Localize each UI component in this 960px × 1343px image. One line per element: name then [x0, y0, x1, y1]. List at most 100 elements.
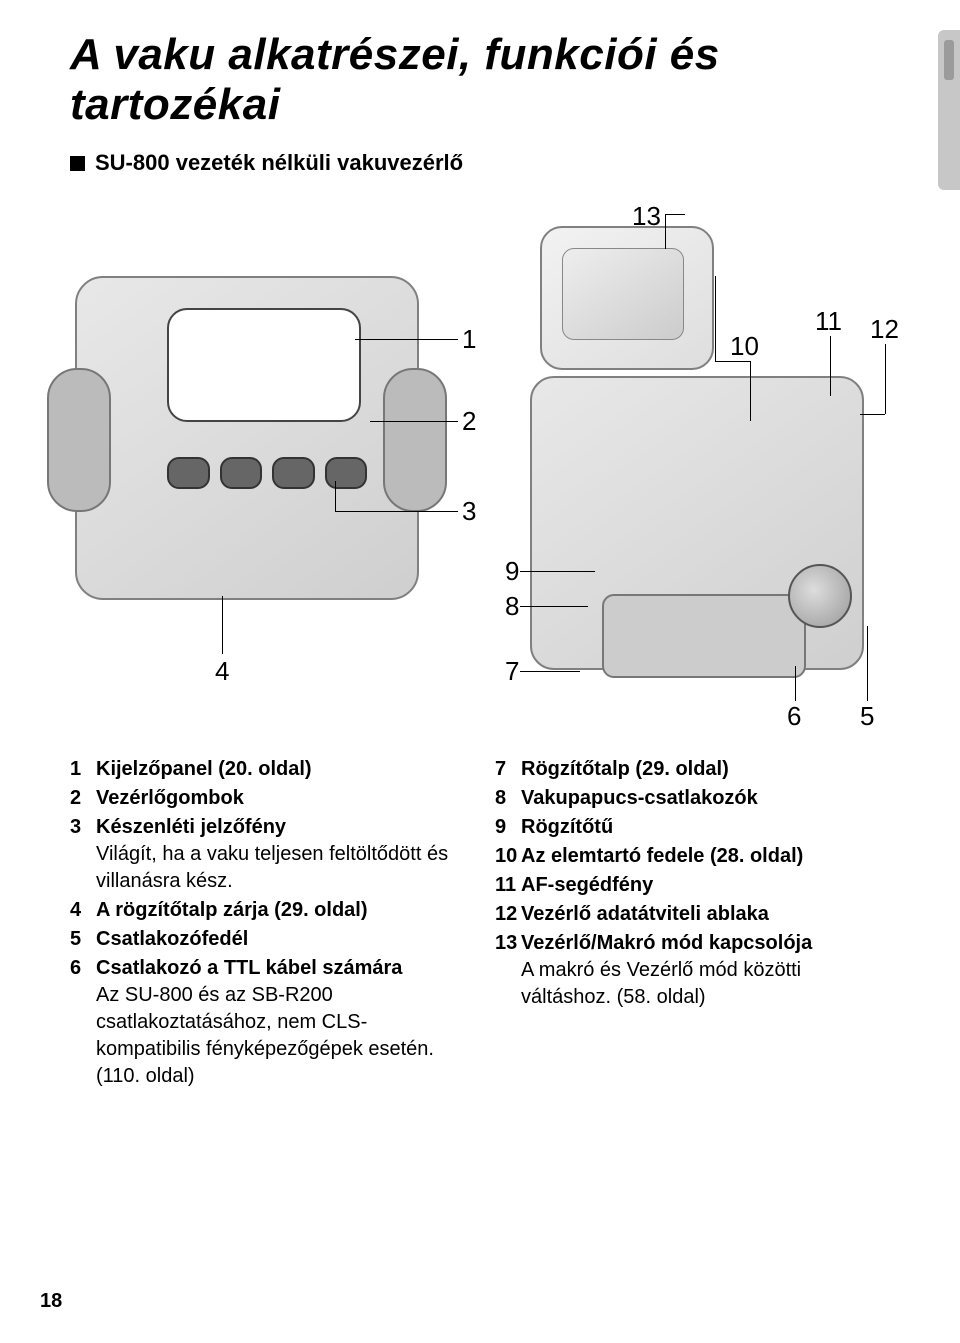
device-lcd [167, 308, 361, 422]
legend-body: AF-segédfény [521, 872, 653, 899]
callout-2: 2 [462, 406, 476, 437]
thumb-tab-inner [944, 40, 954, 80]
legend-entry: 2Vezérlőgombok [70, 785, 465, 812]
legend-body: Vezérlő adatátviteli ablaka [521, 901, 769, 928]
device-btn [167, 457, 210, 489]
legend-label: Vezérlőgombok [96, 787, 244, 809]
legend-body: Készenléti jelzőfény Világít, ha a vaku t… [96, 814, 465, 895]
legend-number: 12 [495, 901, 521, 928]
square-bullet-icon [70, 156, 85, 171]
leader-line [750, 361, 751, 421]
legend-body: Kijelzőpanel (20. oldal) [96, 756, 312, 783]
legend-body: A rögzítőtalp zárja (29. oldal) [96, 897, 368, 924]
legend-col-right: 7Rögzítőtalp (29. oldal)8Vakupapucs-csat… [495, 756, 890, 1092]
leader-line [370, 421, 458, 422]
device-foot [602, 594, 806, 678]
legend-number: 5 [70, 926, 96, 953]
legend-label: AF-segédfény [521, 874, 653, 896]
device-grip-left [47, 368, 111, 512]
leader-line [665, 214, 685, 215]
device-buttons [167, 443, 367, 503]
legend-entry: 4A rögzítőtalp zárja (29. oldal) [70, 897, 465, 924]
leader-line [867, 626, 868, 701]
callout-8: 8 [505, 591, 519, 622]
section-subtitle: SU-800 vezeték nélküli vakuvezérlő [70, 150, 890, 176]
legend-label: Vezérlő adatátviteli ablaka [521, 903, 769, 925]
leader-line [335, 511, 458, 512]
legend-entry: 6Csatlakozó a TTL kábel számáraAz SU-800… [70, 955, 465, 1090]
leader-line [335, 481, 336, 511]
device-grip-right [383, 368, 447, 512]
legend-body: Vakupapucs-csatlakozók [521, 785, 758, 812]
callout-10: 10 [730, 331, 759, 362]
leader-line [885, 344, 886, 414]
legend-label: Kijelzőpanel (20. oldal) [96, 758, 312, 780]
legend-entry: 10Az elemtartó fedele (28. oldal) [495, 843, 890, 870]
leader-line [520, 671, 580, 672]
diagram-inset [540, 226, 714, 370]
legend-body: Az elemtartó fedele (28. oldal) [521, 843, 803, 870]
legend-desc: Az SU-800 és az SB-R200 csatlakoztatásáh… [96, 982, 465, 1090]
legend-entry: 3Készenléti jelzőfényVilágít, ha a vaku … [70, 814, 465, 895]
legend-body: Rögzítőtű [521, 814, 613, 841]
leader-line [222, 596, 223, 654]
device-btn [325, 457, 368, 489]
leader-line [715, 276, 716, 361]
leader-line [520, 571, 595, 572]
callout-13: 13 [632, 201, 661, 232]
legend-entry: 8Vakupapucs-csatlakozók [495, 785, 890, 812]
device-front [530, 376, 864, 670]
legend-number: 7 [495, 756, 521, 783]
legend-entry: 5Csatlakozófedél [70, 926, 465, 953]
device-back [75, 276, 419, 600]
callout-11: 11 [815, 306, 842, 337]
legend-label: Rögzítőtű [521, 816, 613, 838]
callout-3: 3 [462, 496, 476, 527]
legend-number: 13 [495, 930, 521, 1011]
page-title: A vaku alkatrészei, funkciói és tartozék… [70, 30, 890, 130]
legend-entry: 9Rögzítőtű [495, 814, 890, 841]
leader-line [520, 606, 588, 607]
legend-number: 1 [70, 756, 96, 783]
callout-7: 7 [505, 656, 519, 687]
legend-label: A rögzítőtalp zárja (29. oldal) [96, 899, 368, 921]
legend-col-left: 1Kijelzőpanel (20. oldal)2Vezérlőgombok3… [70, 756, 465, 1092]
legend-body: Vezérlő/Makró mód kapcsolójaA makró és V… [521, 930, 890, 1011]
leader-line [665, 214, 666, 249]
leader-line [795, 666, 796, 701]
manual-page: A vaku alkatrészei, funkciói és tartozék… [0, 0, 960, 1343]
legend-body: Csatlakozófedél [96, 926, 248, 953]
legend-entry: 1Kijelzőpanel (20. oldal) [70, 756, 465, 783]
callout-12: 12 [870, 314, 899, 345]
legend-label: Készenléti jelzőfény [96, 816, 286, 838]
legend-entry: 13Vezérlő/Makró mód kapcsolójaA makró és… [495, 930, 890, 1011]
legend-desc: Világít, ha a vaku teljesen feltöltődött… [96, 841, 465, 895]
legend-body: Rögzítőtalp (29. oldal) [521, 756, 729, 783]
legend-label: Rögzítőtalp (29. oldal) [521, 758, 729, 780]
diagram-inset-inner [562, 248, 684, 340]
legend-label: Az elemtartó fedele (28. oldal) [521, 845, 803, 867]
legend-columns: 1Kijelzőpanel (20. oldal)2Vezérlőgombok3… [70, 756, 890, 1092]
legend-label: Vezérlő/Makró mód kapcsolója [521, 932, 812, 954]
device-btn [220, 457, 263, 489]
callout-1: 1 [462, 324, 476, 355]
legend-entry: 7Rögzítőtalp (29. oldal) [495, 756, 890, 783]
legend-number: 11 [495, 872, 521, 899]
leader-line [355, 339, 458, 340]
callout-4: 4 [215, 656, 229, 687]
legend-entry: 12Vezérlő adatátviteli ablaka [495, 901, 890, 928]
legend-number: 10 [495, 843, 521, 870]
legend-number: 6 [70, 955, 96, 1090]
page-number: 18 [40, 1290, 62, 1313]
diagram-figure: 1 2 3 4 7 8 9 6 5 10 11 12 13 [70, 196, 890, 736]
legend-label: Vakupapucs-csatlakozók [521, 787, 758, 809]
device-btn [272, 457, 315, 489]
callout-9: 9 [505, 556, 519, 587]
legend-entry: 11AF-segédfény [495, 872, 890, 899]
legend-number: 8 [495, 785, 521, 812]
device-dial [788, 564, 852, 628]
leader-line [830, 336, 831, 396]
legend-body: Csatlakozó a TTL kábel számáraAz SU-800 … [96, 955, 465, 1090]
callout-6: 6 [787, 701, 801, 732]
legend-label: Csatlakozófedél [96, 928, 248, 950]
